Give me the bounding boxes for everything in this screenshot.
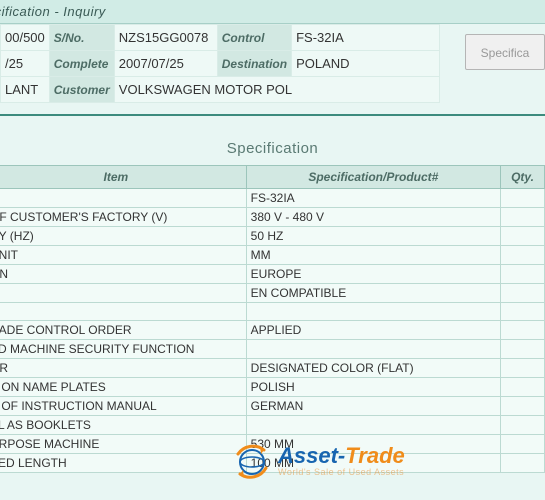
qty-cell bbox=[501, 227, 545, 246]
qty-cell bbox=[501, 416, 545, 435]
specification-button[interactable]: Specifica bbox=[465, 34, 545, 70]
spec-cell bbox=[246, 340, 500, 359]
table-row: URPOSE MACHINE530 MM bbox=[0, 435, 545, 454]
qty-cell bbox=[501, 454, 545, 473]
header-label-destination: Destination bbox=[217, 51, 291, 77]
header-val-1-1: 00/500 bbox=[1, 25, 50, 51]
item-cell: URPOSE MACHINE bbox=[0, 435, 246, 454]
qty-cell bbox=[501, 189, 545, 208]
spec-cell: 100 MM bbox=[246, 454, 500, 473]
col-header-qty: Qty. bbox=[501, 166, 545, 189]
spec-cell: FS-32IA bbox=[246, 189, 500, 208]
item-cell: E ON NAME PLATES bbox=[0, 378, 246, 397]
header-label-complete: Complete bbox=[49, 51, 114, 77]
header-table: 00/500 S/No. NZS15GG0078 Control FS-32IA… bbox=[0, 24, 440, 103]
header-val-3-1: LANT bbox=[1, 77, 50, 103]
table-row: E OF INSTRUCTION MANUALGERMAN bbox=[0, 397, 545, 416]
table-row: ED MACHINE SECURITY FUNCTION bbox=[0, 340, 545, 359]
table-row: BED LENGTH100 MM bbox=[0, 454, 545, 473]
qty-cell bbox=[501, 208, 545, 227]
qty-cell bbox=[501, 340, 545, 359]
item-cell: OR bbox=[0, 359, 246, 378]
spec-cell: 380 V - 480 V bbox=[246, 208, 500, 227]
header-val-control: FS-32IA bbox=[292, 25, 440, 51]
table-row bbox=[0, 303, 545, 321]
item-cell: ON bbox=[0, 265, 246, 284]
header-val-complete: 2007/07/25 bbox=[114, 51, 217, 77]
item-cell: AL AS BOOKLETS bbox=[0, 416, 246, 435]
table-row: RADE CONTROL ORDERAPPLIED bbox=[0, 321, 545, 340]
table-row: MFS-32IA bbox=[0, 189, 545, 208]
page-title-bar: Specification - Inquiry bbox=[0, 0, 545, 24]
item-cell: M bbox=[0, 189, 246, 208]
specification-heading: Specification bbox=[0, 140, 545, 157]
qty-cell bbox=[501, 378, 545, 397]
item-cell: CY (HZ) bbox=[0, 227, 246, 246]
item-cell: E OF INSTRUCTION MANUAL bbox=[0, 397, 246, 416]
header-val-2-1: /25 bbox=[1, 51, 50, 77]
content-region: Specification Item Specification/Product… bbox=[0, 116, 545, 473]
header-label-control: Control bbox=[217, 25, 291, 51]
col-header-spec: Specification/Product# bbox=[246, 166, 500, 189]
qty-cell bbox=[501, 321, 545, 340]
table-row: ORDESIGNATED COLOR (FLAT) bbox=[0, 359, 545, 378]
table-row: AL AS BOOKLETS bbox=[0, 416, 545, 435]
spec-cell: 50 HZ bbox=[246, 227, 500, 246]
table-row: CY (HZ)50 HZ bbox=[0, 227, 545, 246]
spec-cell: 530 MM bbox=[246, 435, 500, 454]
item-cell: RADE CONTROL ORDER bbox=[0, 321, 246, 340]
spec-cell: POLISH bbox=[246, 378, 500, 397]
spec-cell: EN COMPATIBLE bbox=[246, 284, 500, 303]
table-row: DEN COMPATIBLE bbox=[0, 284, 545, 303]
qty-cell bbox=[501, 397, 545, 416]
qty-cell bbox=[501, 303, 545, 321]
header-label-sno: S/No. bbox=[49, 25, 114, 51]
header-region: 00/500 S/No. NZS15GG0078 Control FS-32IA… bbox=[0, 24, 545, 116]
item-cell bbox=[0, 303, 246, 321]
spec-header-row: Item Specification/Product# Qty. bbox=[0, 166, 545, 189]
item-cell: BED LENGTH bbox=[0, 454, 246, 473]
header-label-customer: Customer bbox=[49, 77, 114, 103]
item-cell: OF CUSTOMER'S FACTORY (V) bbox=[0, 208, 246, 227]
spec-cell: MM bbox=[246, 246, 500, 265]
header-row-3: LANT Customer VOLKSWAGEN MOTOR POL bbox=[1, 77, 440, 103]
spec-cell: DESIGNATED COLOR (FLAT) bbox=[246, 359, 500, 378]
spec-cell: EUROPE bbox=[246, 265, 500, 284]
table-row: ONEUROPE bbox=[0, 265, 545, 284]
col-header-item: Item bbox=[0, 166, 246, 189]
header-val-customer: VOLKSWAGEN MOTOR POL bbox=[114, 77, 439, 103]
qty-cell bbox=[501, 284, 545, 303]
qty-cell bbox=[501, 265, 545, 284]
header-val-sno: NZS15GG0078 bbox=[114, 25, 217, 51]
item-cell: D bbox=[0, 284, 246, 303]
qty-cell bbox=[501, 435, 545, 454]
item-cell: UNIT bbox=[0, 246, 246, 265]
table-row: OF CUSTOMER'S FACTORY (V)380 V - 480 V bbox=[0, 208, 545, 227]
specification-table: Item Specification/Product# Qty. MFS-32I… bbox=[0, 165, 545, 473]
spec-cell: APPLIED bbox=[246, 321, 500, 340]
qty-cell bbox=[501, 359, 545, 378]
table-row: E ON NAME PLATESPOLISH bbox=[0, 378, 545, 397]
qty-cell bbox=[501, 246, 545, 265]
spec-cell bbox=[246, 416, 500, 435]
spec-cell: GERMAN bbox=[246, 397, 500, 416]
item-cell: ED MACHINE SECURITY FUNCTION bbox=[0, 340, 246, 359]
header-val-destination: POLAND bbox=[292, 51, 440, 77]
spec-cell bbox=[246, 303, 500, 321]
header-row-1: 00/500 S/No. NZS15GG0078 Control FS-32IA bbox=[1, 25, 440, 51]
header-row-2: /25 Complete 2007/07/25 Destination POLA… bbox=[1, 51, 440, 77]
table-row: UNITMM bbox=[0, 246, 545, 265]
